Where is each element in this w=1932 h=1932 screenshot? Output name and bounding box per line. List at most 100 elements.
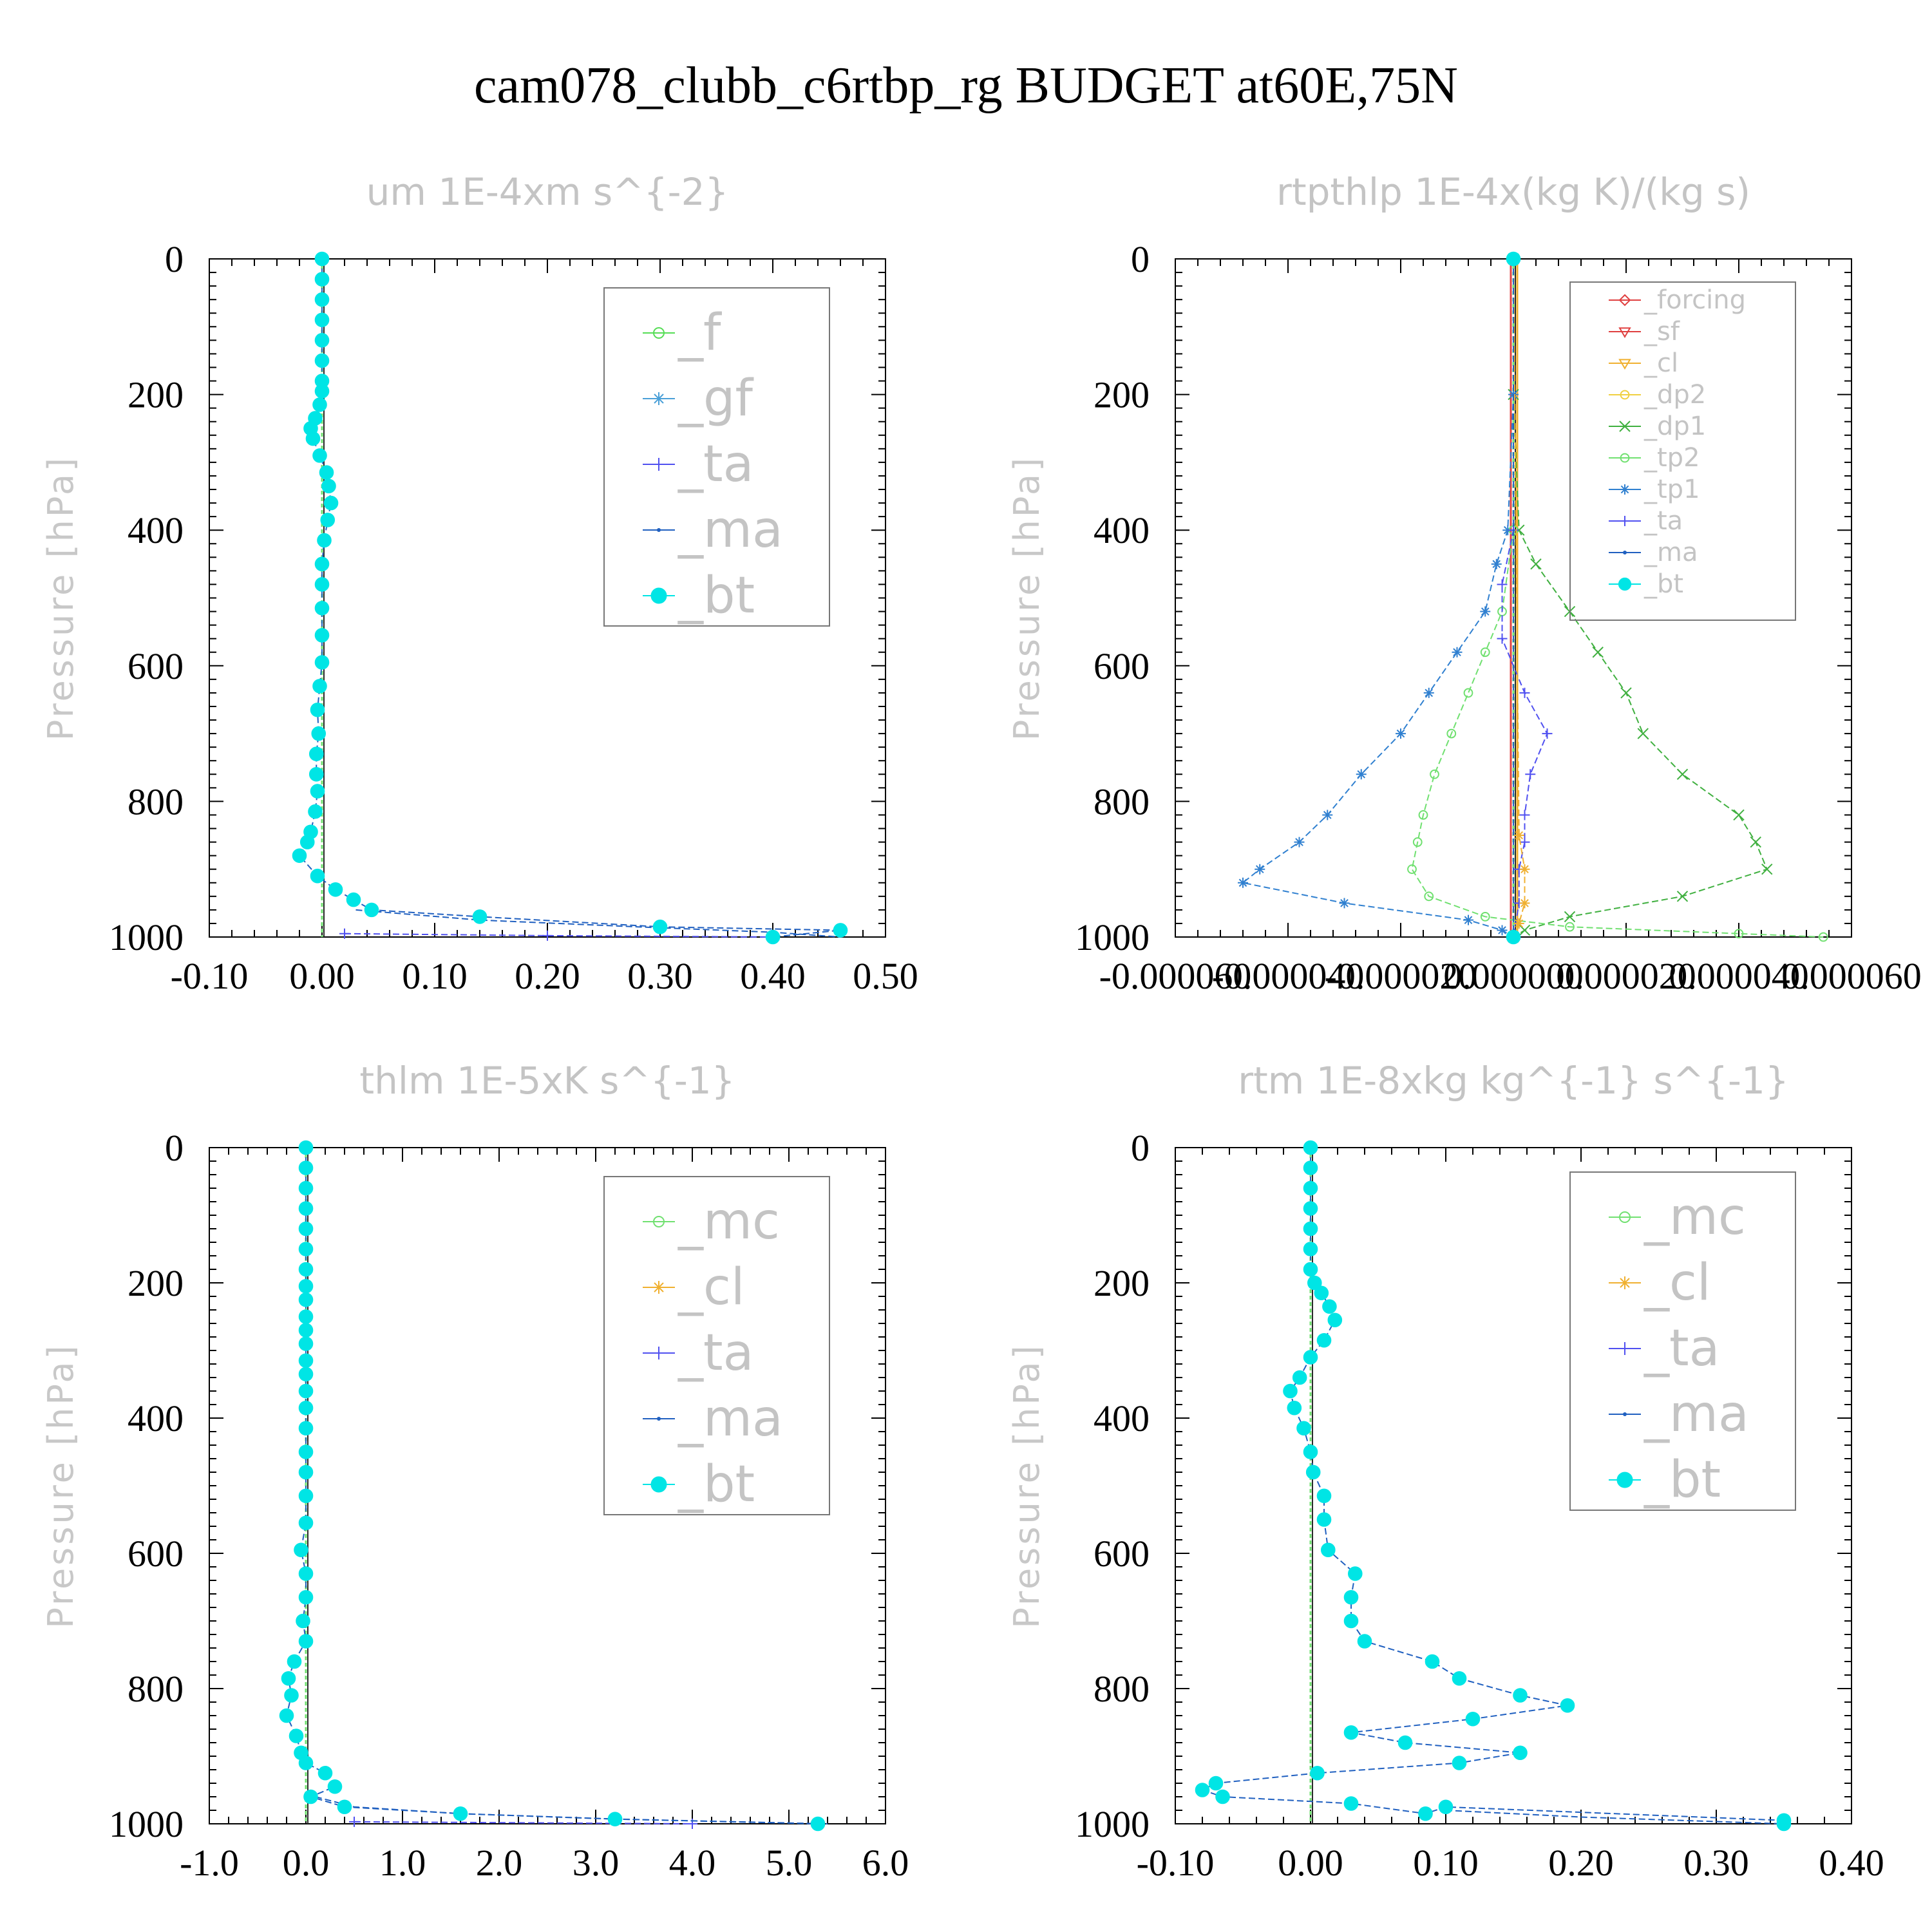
y-tick-label: 400	[1094, 1397, 1150, 1439]
data-point_bt	[314, 655, 330, 670]
y-tick-label: 800	[1094, 781, 1150, 822]
data-point_tp1	[1480, 606, 1491, 617]
data-point_bt	[1438, 1799, 1454, 1815]
data-point_bt	[314, 292, 330, 307]
data-point_bt	[1303, 1262, 1318, 1277]
x-tick-label: -0.000040	[1212, 955, 1365, 997]
legend-label: _cl	[1643, 1254, 1711, 1312]
data-point_tp1	[1356, 769, 1367, 780]
y-tick-label: 800	[128, 1668, 184, 1710]
data-point_dp1	[1564, 911, 1576, 923]
data-point_dp1	[1592, 647, 1604, 658]
data-point_bt	[281, 1671, 296, 1686]
series-line_bt	[298, 259, 841, 938]
data-point_bt	[1303, 1350, 1318, 1365]
legend-label: _ma	[1643, 1385, 1749, 1443]
legend-label: _ma	[677, 1390, 783, 1448]
data-point_bt	[1283, 1383, 1298, 1399]
data-point_tp2	[1463, 688, 1473, 698]
x-tick-label: 0.000060	[1781, 955, 1922, 997]
data-point_ta	[339, 928, 350, 939]
series-line_tp2	[1411, 259, 1824, 938]
data-point_bt	[652, 919, 668, 934]
legend-marker_gf	[652, 392, 665, 405]
data-point_bt	[810, 1816, 826, 1832]
data-point_bt	[1310, 1765, 1325, 1781]
data-point_bt	[472, 909, 488, 924]
data-point_bt	[312, 679, 327, 694]
y-tick-label: 200	[1094, 374, 1150, 416]
legend-marker_ta	[1620, 516, 1630, 526]
x-tick-label: 0.000000	[1443, 955, 1584, 997]
data-point_bt	[1425, 1654, 1440, 1669]
x-tick-label: -1.0	[180, 1842, 239, 1884]
data-point_bt	[1292, 1370, 1307, 1385]
data-point_bt	[1303, 1180, 1318, 1196]
legend-label: _bt	[677, 1455, 755, 1513]
data-point_dp1	[1733, 809, 1745, 821]
data-point_bt	[1316, 1488, 1332, 1504]
panel-title: thlm 1E-5xK s^{-1}	[359, 1059, 735, 1103]
data-point_bt	[305, 431, 321, 446]
x-tick-label: -0.000020	[1325, 955, 1477, 997]
data-point_bt	[1506, 929, 1521, 945]
data-point_bt	[1452, 1756, 1467, 1770]
data-point_bt	[298, 1242, 314, 1256]
data-point_bt	[1397, 1735, 1413, 1750]
x-tick-label: 0.10	[402, 955, 468, 997]
legend-label: _ta	[1643, 506, 1683, 536]
data-point_ta	[1497, 579, 1508, 590]
legend-marker_cl	[1618, 1276, 1631, 1289]
x-tick-label: 0.40	[1819, 1842, 1884, 1884]
data-point_tp1	[1423, 687, 1434, 698]
data-point_bt	[298, 1262, 314, 1277]
data-point_bt	[298, 1589, 314, 1605]
data-point_tp1	[1502, 525, 1513, 536]
data-point_bt	[287, 1654, 302, 1669]
legend-label: _cl	[1643, 348, 1678, 378]
legend-marker_ma	[657, 1417, 661, 1421]
y-tick-label: 1000	[109, 1803, 184, 1845]
panel-thlm: 0 200 400 600 800 1000-1.0 0.0 1.0 2.0 3.0 4.0 5.0 6…	[41, 1059, 909, 1884]
data-point_ta	[349, 1816, 359, 1827]
series-line_cl	[1513, 258, 1526, 938]
data-point_tp2	[1418, 810, 1428, 820]
data-point_bt	[1343, 1589, 1359, 1605]
data-point_bt	[1287, 1400, 1302, 1416]
y-tick-label: 200	[128, 1262, 184, 1304]
series-line_ma	[1445, 1810, 1785, 1824]
data-point_bt	[1303, 1140, 1318, 1155]
legend-label: _tp1	[1643, 475, 1700, 504]
data-point_bt	[320, 513, 336, 527]
data-point_bt	[1296, 1421, 1311, 1436]
legend-label: _bt	[1643, 1451, 1721, 1509]
x-tick-label: 0.30	[627, 955, 693, 997]
data-point_bt	[364, 902, 379, 918]
data-point_bt	[298, 1444, 314, 1459]
legend-label: _forcing	[1643, 285, 1746, 315]
legend-label: _mc	[677, 1193, 780, 1251]
series-line_ta	[354, 1821, 693, 1824]
legend-label: _tp2	[1643, 443, 1700, 473]
legend-marker_ma	[1623, 1412, 1627, 1416]
data-point_bt	[312, 397, 327, 412]
data-point_bt	[314, 628, 330, 643]
data-point_bt	[1343, 1613, 1359, 1629]
data-point_ta	[1519, 810, 1530, 820]
x-tick-label: 0.00	[1278, 1842, 1343, 1884]
y-tick-label: 400	[1094, 509, 1150, 551]
y-tick-label: 600	[128, 645, 184, 687]
data-point_bt	[292, 848, 307, 863]
data-point_bt	[298, 1309, 314, 1324]
legend-marker_dp2	[1620, 390, 1630, 400]
data-point_bt	[298, 1634, 314, 1649]
data-point_bt	[607, 1812, 623, 1826]
panel-rtpthlp: 0 200 400 600 800 1000-0.000060-0.000040-0.00…	[1007, 170, 1922, 997]
x-tick-label: 4.0	[669, 1842, 716, 1884]
data-point_tp2	[1565, 922, 1575, 932]
panel-rtm: 0 200 400 600 800 1000-0.10 0.00 0.10 0.20 0.30 0.…	[1007, 1059, 1884, 1884]
legend-marker_sf	[1618, 327, 1631, 338]
data-point_bt	[337, 1799, 352, 1815]
data-point_bt	[1303, 1160, 1318, 1175]
